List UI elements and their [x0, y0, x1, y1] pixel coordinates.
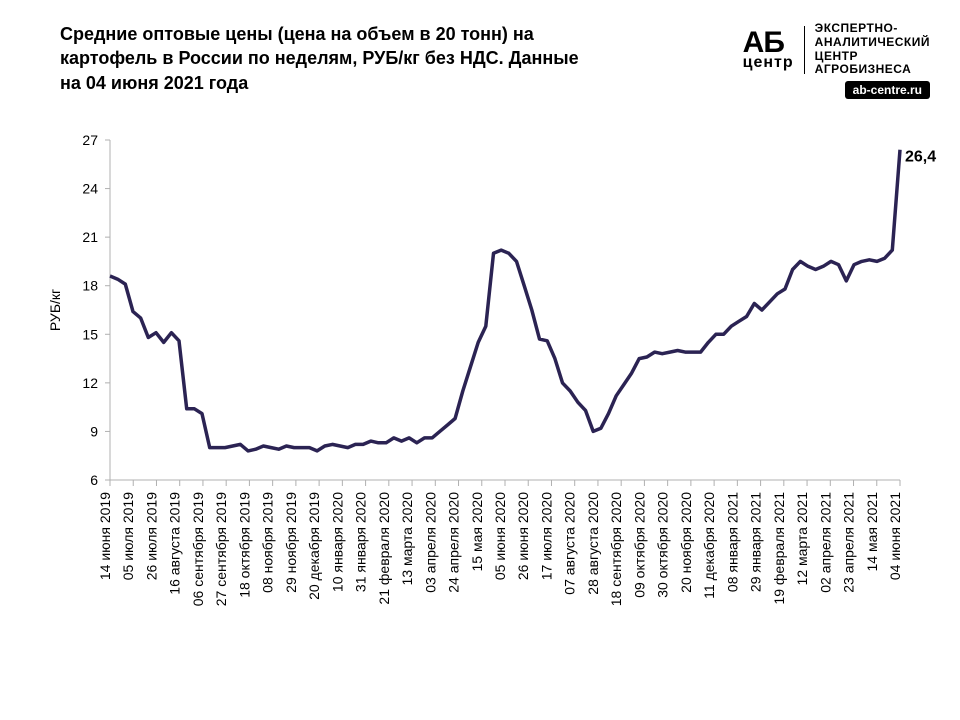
x-tick-label: 03 апреля 2020	[422, 492, 438, 593]
y-tick-label: 24	[82, 181, 98, 197]
x-tick-label: 11 декабря 2020	[701, 492, 717, 599]
y-tick-label: 21	[82, 229, 98, 245]
x-tick-label: 20 ноября 2020	[678, 492, 694, 593]
x-tick-label: 26 июня 2020	[515, 492, 531, 580]
chart: 6 9 12 15 18 21 24 27 РУБ/кг 26,4 14 июня 2019 05 и…	[40, 130, 940, 690]
x-tick-label: 27 сентября 2019	[213, 492, 229, 606]
y-tick-label: 12	[82, 375, 98, 391]
x-tick-label: 10 января 2020	[329, 492, 345, 592]
y-tick-label: 9	[90, 423, 98, 439]
x-tick-label: 21 февраля 2020	[376, 492, 392, 605]
x-tick-label: 24 апреля 2020	[446, 492, 462, 593]
x-tick-label: 09 октября 2020	[631, 492, 647, 598]
x-tick-label: 02 апреля 2021	[817, 492, 833, 593]
x-tick-label: 08 января 2021	[724, 492, 740, 592]
x-tick-label: 15 мая 2020	[469, 492, 485, 572]
logo-mark-bottom: центр	[743, 56, 794, 70]
x-tick-label: 18 октября 2019	[236, 492, 252, 598]
x-tick-label: 05 июня 2020	[492, 492, 508, 580]
x-tick-label: 29 января 2021	[748, 492, 764, 592]
x-tick-label: 13 марта 2020	[399, 492, 415, 586]
final-value-label: 26,4	[905, 149, 936, 166]
logo-mark: АБ центр	[743, 29, 794, 70]
x-tick-label: 04 июня 2021	[887, 492, 903, 580]
y-axis-title: РУБ/кг	[47, 289, 63, 331]
x-tick-label: 08 ноября 2019	[260, 492, 276, 593]
x-tick-label: 23 апреля 2021	[841, 492, 857, 593]
logo-tagline: ЭКСПЕРТНО- АНАЛИТИЧЕСКИЙ ЦЕНТР АГРОБИЗНЕ…	[815, 22, 930, 77]
y-tick-label: 27	[82, 132, 98, 148]
x-tick-label: 06 сентября 2019	[190, 492, 206, 606]
x-tick-label: 19 февраля 2021	[771, 492, 787, 605]
logo-divider	[804, 26, 805, 74]
x-tick-label: 30 октября 2020	[655, 492, 671, 598]
x-tick-label: 07 августа 2020	[562, 492, 578, 595]
x-tick-label: 31 января 2020	[353, 492, 369, 592]
x-tick-label: 05 июля 2019	[120, 492, 136, 580]
x-tick-label: 17 июля 2020	[538, 492, 554, 580]
chart-svg: 6 9 12 15 18 21 24 27 РУБ/кг 26,4 14 июня 2019 05 и…	[40, 130, 940, 690]
x-tick-label: 12 марта 2021	[794, 492, 810, 586]
logo: АБ центр ЭКСПЕРТНО- АНАЛИТИЧЕСКИЙ ЦЕНТР …	[743, 22, 930, 99]
x-tick-label: 26 июля 2019	[143, 492, 159, 580]
x-tick-label: 20 декабря 2019	[306, 492, 322, 600]
x-tick-label: 29 ноября 2019	[283, 492, 299, 593]
x-tick-label: 18 сентября 2020	[608, 492, 624, 606]
chart-title: Средние оптовые цены (цена на объем в 20…	[60, 22, 600, 95]
x-tick-label: 28 августа 2020	[585, 492, 601, 595]
price-series	[110, 150, 900, 451]
y-tick-label: 15	[82, 326, 98, 342]
x-tick-label: 14 июня 2019	[97, 492, 113, 580]
y-tick-label: 6	[90, 472, 98, 488]
x-tick-label: 16 августа 2019	[167, 492, 183, 595]
y-tick-label: 18	[82, 278, 98, 294]
logo-badge: ab-centre.ru	[845, 81, 930, 99]
x-tick-label: 14 мая 2021	[864, 492, 880, 572]
